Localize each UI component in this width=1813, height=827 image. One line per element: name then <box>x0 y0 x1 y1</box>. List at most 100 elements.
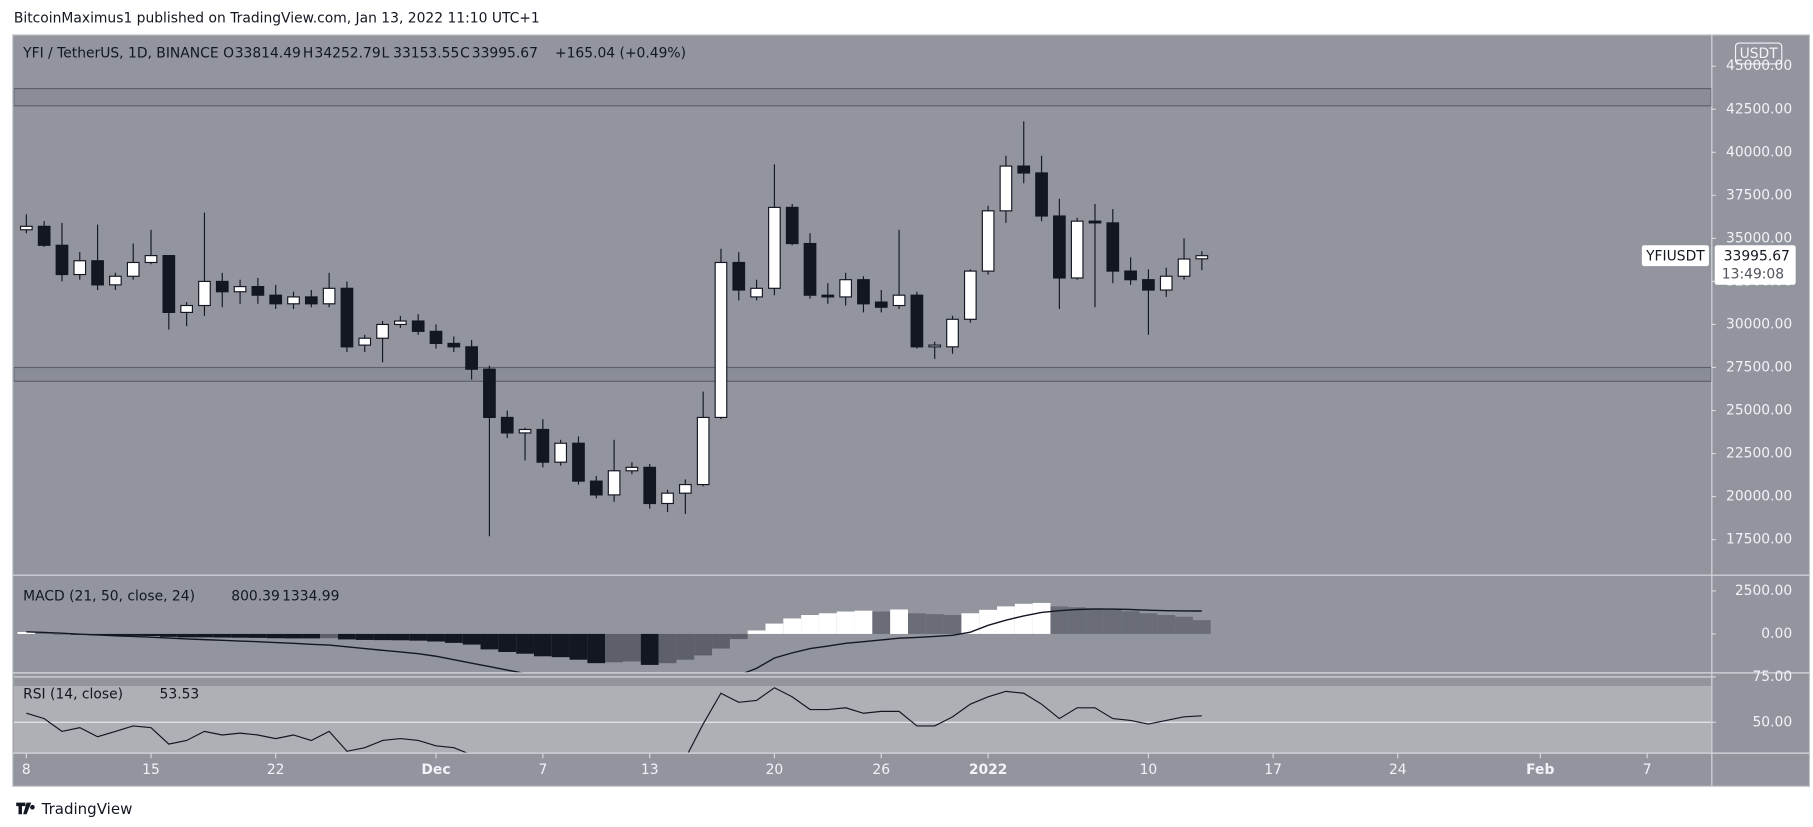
histogram-bar <box>854 610 873 634</box>
candle-body <box>892 294 906 307</box>
histogram-bar <box>409 633 428 641</box>
x-tick-label: 24 <box>1389 762 1407 778</box>
histogram-bar <box>533 633 552 657</box>
candle-body <box>963 270 977 320</box>
y-tick-label: 20000.00 <box>1726 489 1792 505</box>
histogram-bar <box>1157 614 1176 634</box>
histogram-bar <box>177 633 196 638</box>
candle-body <box>643 466 657 505</box>
candle-body <box>910 294 924 348</box>
candle-body <box>1053 215 1066 279</box>
rsi-line <box>26 687 1202 753</box>
y-tick-label: 25000.00 <box>1726 403 1792 419</box>
rsi-pane <box>13 676 1712 753</box>
macd-pane <box>17 602 1211 673</box>
rsi-band <box>13 685 1712 753</box>
candle-body <box>1035 172 1048 217</box>
y-tick-label: 45000.00 <box>1726 58 1792 74</box>
x-tick-label: 13 <box>641 762 659 778</box>
low-value: 33153.55 <box>393 45 459 61</box>
y-tick-label: 35000.00 <box>1726 230 1792 246</box>
histogram-bar <box>1068 607 1087 634</box>
histogram-bar <box>605 633 624 663</box>
x-tick-label: 7 <box>1643 762 1652 778</box>
candle-body <box>607 470 621 496</box>
candle-body <box>928 344 942 348</box>
histogram-bar <box>747 630 766 634</box>
histogram-bar <box>729 633 748 640</box>
candle-body <box>536 428 550 463</box>
histogram-bar <box>836 611 855 634</box>
y-tick-label: 0.00 <box>1761 626 1792 642</box>
histogram-bar <box>444 633 463 643</box>
candle-body <box>500 416 514 434</box>
unit-box <box>1734 42 1783 65</box>
candle-body <box>554 442 568 463</box>
candle-body <box>714 261 728 419</box>
histogram-bar <box>195 633 214 638</box>
y-tick-label: 37500.00 <box>1726 187 1792 203</box>
candle-body <box>411 320 425 332</box>
candle-body <box>874 301 888 308</box>
candle-body <box>981 210 995 272</box>
candle-body <box>821 294 835 298</box>
candle-body <box>215 280 229 293</box>
candle-body <box>518 428 532 434</box>
candle-body <box>109 275 122 286</box>
candle-body <box>91 260 104 286</box>
candle-body <box>661 492 674 505</box>
candle-body <box>304 296 318 305</box>
y-tick-label: 30000.00 <box>1726 316 1792 332</box>
x-tick-label: 20 <box>766 762 784 778</box>
candle-body <box>999 165 1013 212</box>
candle-body <box>1088 220 1102 224</box>
countdown: 13:49:08 <box>1722 266 1784 282</box>
candle-body <box>37 225 51 246</box>
candle-body <box>1159 275 1173 291</box>
macd-line <box>26 608 1202 673</box>
candle-body <box>340 287 354 348</box>
histogram-bar <box>1103 609 1122 634</box>
histogram-bar <box>35 633 54 634</box>
histogram-bar <box>925 614 944 634</box>
candle-body <box>180 304 193 313</box>
candles <box>13 88 1712 537</box>
high-label: H <box>303 45 313 61</box>
brand: TradingView <box>41 800 133 818</box>
macd-line-value: 1334.99 <box>282 589 339 605</box>
histogram-bar <box>623 633 641 662</box>
histogram-bar <box>17 632 36 634</box>
histogram-bar <box>320 633 339 639</box>
candle-body <box>572 442 585 482</box>
candle-body <box>198 280 211 307</box>
histogram-bar <box>676 633 695 660</box>
histogram-bar <box>765 623 784 634</box>
histogram-bar <box>818 613 837 634</box>
y-tick-label: 2500.00 <box>1735 583 1792 599</box>
symbol: YFI / TetherUS, 1D, BINANCE <box>22 45 218 61</box>
candle-body <box>1142 279 1155 291</box>
candle-body <box>1070 220 1084 279</box>
histogram-bar <box>961 613 980 634</box>
histogram-bar <box>1192 620 1211 634</box>
candle-body <box>55 244 69 276</box>
candle-body <box>233 286 247 293</box>
histogram-bar <box>231 633 249 638</box>
x-tick-label: 22 <box>267 762 285 778</box>
y-tick-label: 22500.00 <box>1726 446 1792 462</box>
macd-title: MACD (21, 50, close, 24) <box>23 589 195 605</box>
x-tick-label: 2022 <box>969 762 1008 778</box>
high-value: 34252.79 <box>315 45 381 61</box>
histogram-bar <box>355 633 374 640</box>
candle-body <box>732 261 746 291</box>
candle-body <box>19 225 33 231</box>
x-tick-label: Feb <box>1526 762 1554 778</box>
open-label: O <box>223 45 234 61</box>
x-tick-label: 15 <box>142 762 160 778</box>
candle-body <box>1017 165 1031 174</box>
candle-body <box>322 287 336 305</box>
x-tick-label: 10 <box>1140 762 1158 778</box>
close-label: C <box>460 45 470 61</box>
rsi-value: 53.53 <box>160 686 200 702</box>
candle-body <box>696 416 710 486</box>
